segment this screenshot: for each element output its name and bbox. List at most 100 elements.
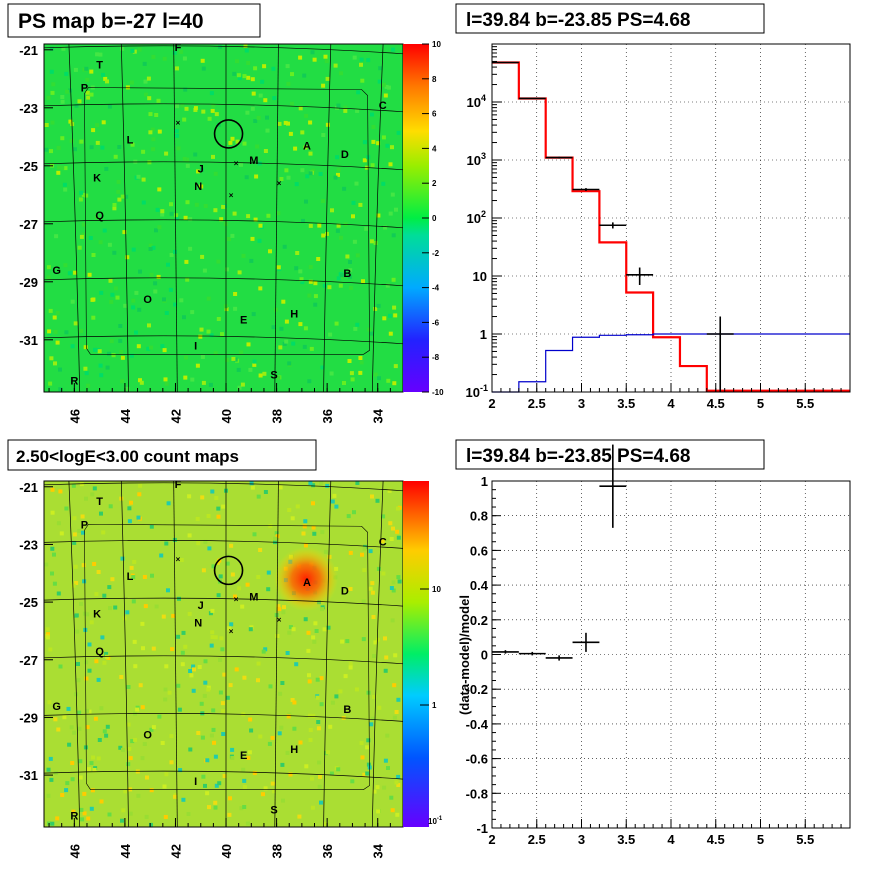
map-pixel	[133, 664, 138, 669]
map-pixel	[281, 798, 285, 803]
map-pixel	[176, 146, 181, 151]
map-pixel	[199, 184, 204, 189]
map-pixel	[131, 247, 136, 252]
count-map-source-labels: F TP C L A D M J K N Q G B O H E I S R × × × ×	[52, 479, 386, 823]
map-pixel	[45, 627, 50, 632]
map-pixel	[319, 800, 323, 805]
map-pixel	[385, 143, 390, 148]
x-tick-label: 3.5	[617, 832, 635, 847]
map-pixel	[60, 793, 65, 797]
map-pixel	[64, 788, 69, 793]
map-pixel	[362, 772, 367, 777]
map-pixel	[105, 79, 109, 84]
map-pixel	[159, 553, 164, 558]
map-pixel	[201, 568, 206, 573]
map-pixel	[108, 278, 113, 283]
map-pixel	[375, 498, 380, 503]
map-pixel	[325, 231, 329, 236]
map-pixel	[183, 215, 188, 220]
spectrum-axis-ticks: 2 2.5 3 3.5 4 4.5 5 5.5 10-1 1 10 102 103 104	[466, 46, 851, 411]
latitude-line	[43, 219, 404, 229]
map-pixel	[302, 73, 307, 78]
map-pixel	[117, 145, 122, 149]
map-pixel	[58, 489, 63, 494]
map-pixel	[125, 386, 130, 391]
map-pixel	[312, 639, 317, 644]
x-tick-label: 2	[488, 396, 495, 411]
map-pixel	[48, 756, 53, 761]
bl-title: 2.50<logE<3.00 count maps	[16, 447, 239, 466]
map-pixel	[291, 627, 296, 632]
map-pixel	[177, 596, 181, 601]
map-pixel	[225, 561, 230, 566]
map-pixel	[143, 79, 148, 84]
source-label-L: L	[127, 571, 134, 583]
map-pixel	[191, 664, 196, 669]
map-pixel	[278, 691, 283, 696]
map-pixel	[336, 103, 341, 108]
map-pixel	[146, 76, 151, 81]
map-pixel	[98, 52, 103, 57]
map-pixel	[83, 366, 88, 371]
map-pixel	[58, 367, 62, 372]
map-pixel	[60, 165, 65, 170]
map-pixel	[290, 516, 295, 521]
map-pixel	[209, 333, 214, 338]
map-pixel	[188, 217, 193, 222]
map-pixel	[49, 46, 54, 51]
map-pixel	[303, 543, 308, 548]
map-pixel	[49, 69, 54, 74]
map-pixel	[366, 58, 371, 63]
map-pixel	[371, 139, 376, 144]
map-pixel	[245, 582, 250, 587]
map-pixel	[319, 481, 324, 486]
x-tick-label: 34	[371, 408, 386, 423]
map-pixel	[229, 622, 234, 627]
map-pixel	[322, 283, 327, 288]
map-pixel	[368, 586, 373, 591]
map-pixel	[308, 120, 313, 125]
map-pixel	[230, 756, 235, 760]
map-pixel	[150, 127, 155, 132]
map-pixel	[132, 49, 137, 54]
map-pixel	[118, 324, 123, 328]
map-pixel	[366, 738, 371, 743]
map-pixel	[221, 709, 226, 714]
map-pixel	[50, 90, 55, 95]
map-pixel	[375, 785, 380, 790]
map-pixel	[151, 54, 156, 59]
map-pixel	[339, 235, 343, 240]
map-pixel	[287, 630, 292, 635]
map-pixel	[263, 490, 268, 494]
count-map-coordinate-grid	[43, 480, 404, 828]
map-pixel	[46, 767, 51, 772]
map-pixel	[140, 756, 145, 761]
map-pixel	[87, 709, 92, 714]
x-tick-label: 46	[67, 409, 82, 423]
map-pixel	[119, 675, 124, 679]
map-pixel	[237, 385, 242, 390]
y-tick-label: -0.2	[466, 682, 488, 697]
map-pixel	[70, 344, 75, 349]
map-pixel	[314, 629, 319, 633]
map-pixel	[286, 175, 291, 180]
map-pixel	[310, 776, 314, 781]
map-pixel	[286, 121, 290, 126]
background-histogram-line	[492, 333, 850, 393]
map-pixel	[185, 277, 190, 282]
map-pixel	[206, 514, 211, 518]
y-tick-label: -23	[19, 537, 38, 552]
map-pixel	[308, 481, 313, 486]
map-pixel	[315, 677, 320, 682]
map-pixel	[246, 342, 251, 347]
map-pixel	[396, 697, 401, 702]
map-pixel	[390, 618, 395, 623]
map-pixel	[97, 349, 102, 354]
map-pixel	[200, 355, 205, 359]
source-label-S: S	[270, 805, 277, 817]
map-pixel	[136, 515, 141, 520]
map-pixel	[381, 135, 386, 140]
colorbar-tick-label: 8	[432, 75, 437, 84]
map-pixel	[308, 279, 313, 284]
map-pixel	[142, 742, 147, 746]
